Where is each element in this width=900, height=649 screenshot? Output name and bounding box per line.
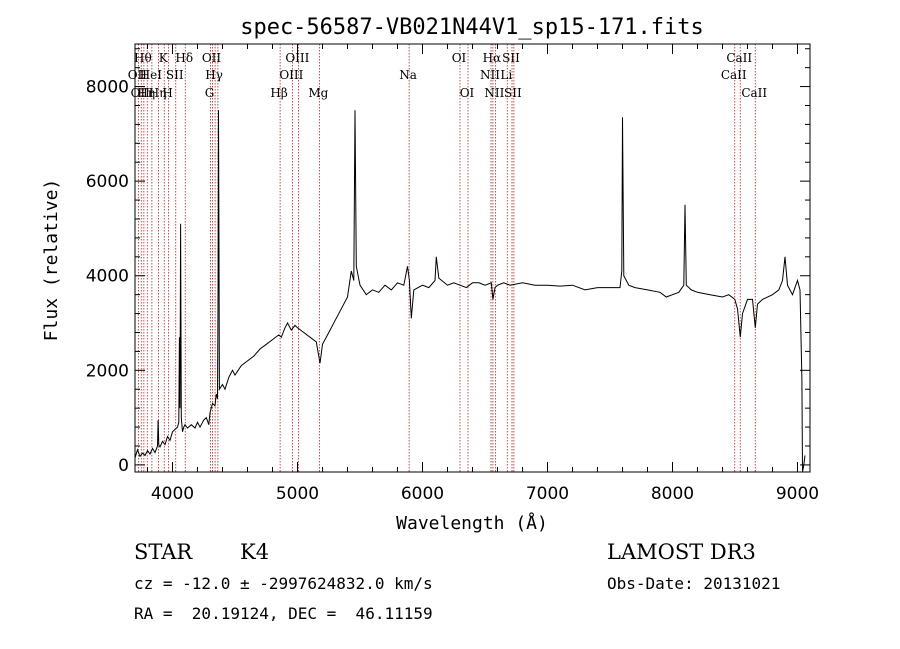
marker-label: Hθ (134, 51, 152, 65)
marker-label: H (162, 86, 172, 100)
marker-label: SII (504, 86, 522, 100)
x-axis-ticks: 4000 5000 6000 7000 8000 9000 (147, 44, 819, 504)
x-tick-label: 4000 (151, 484, 194, 504)
spectrum-line (134, 110, 806, 473)
object-subclass: K4 (240, 540, 270, 564)
marker-label: CaII (741, 86, 767, 100)
marker-label: Li (500, 68, 512, 82)
marker-label: Hη (137, 86, 155, 100)
y-tick-label: 6000 (86, 172, 129, 192)
marker-label: SII (502, 51, 520, 65)
y-axis-label: Flux (relative) (41, 179, 62, 342)
chart-title: spec-56587-VB021N44V1_sp15-171.fits (240, 15, 704, 40)
marker-label: NII (480, 68, 500, 82)
line-marker-labels: OIIOIIHθHηHeIHηKHSIIHδGOIIHγHβOIIIOIIIMg… (128, 51, 768, 100)
x-tick-label: 6000 (401, 484, 444, 504)
marker-label: NII (484, 86, 504, 100)
y-tick-label: 8000 (86, 78, 129, 98)
marker-label: Hγ (205, 68, 223, 82)
object-class: STAR (134, 540, 193, 564)
y-axis-ticks: 0 2000 4000 6000 8000 (86, 48, 810, 476)
marker-label: Hβ (270, 86, 287, 100)
x-tick-label: 8000 (651, 484, 694, 504)
redshift-info: cz = -12.0 ± -2997624832.0 km/s (134, 574, 433, 593)
marker-label: Hα (483, 51, 502, 65)
marker-label: G (205, 86, 215, 100)
marker-label: Mg (308, 86, 328, 100)
plot-frame (134, 43, 811, 473)
line-markers (137, 44, 756, 472)
marker-label: OI (460, 86, 475, 100)
marker-label: Hδ (175, 51, 193, 65)
marker-label: OI (452, 51, 467, 65)
x-tick-label: 9000 (776, 484, 819, 504)
marker-label: CaII (721, 68, 747, 82)
marker-label: OIII (279, 68, 303, 82)
marker-label: Hη (149, 86, 167, 100)
marker-label: OII (128, 68, 148, 82)
marker-label: CaII (726, 51, 752, 65)
marker-label: HeI (140, 68, 163, 82)
x-tick-label: 5000 (276, 484, 319, 504)
marker-label: OII (202, 51, 222, 65)
y-tick-label: 0 (118, 456, 129, 476)
marker-label: OIII (285, 51, 309, 65)
marker-label: K (159, 51, 169, 65)
x-axis-label: Wavelength (Å) (396, 512, 548, 534)
marker-label: Na (399, 68, 417, 82)
y-tick-label: 2000 (86, 361, 129, 381)
survey-name: LAMOST DR3 (607, 540, 756, 564)
marker-label: SII (166, 68, 184, 82)
y-tick-label: 4000 (86, 267, 129, 287)
coordinates: RA = 20.19124, DEC = 46.11159 (134, 604, 433, 623)
obs-date: Obs-Date: 20131021 (607, 574, 781, 593)
x-tick-label: 7000 (526, 484, 569, 504)
